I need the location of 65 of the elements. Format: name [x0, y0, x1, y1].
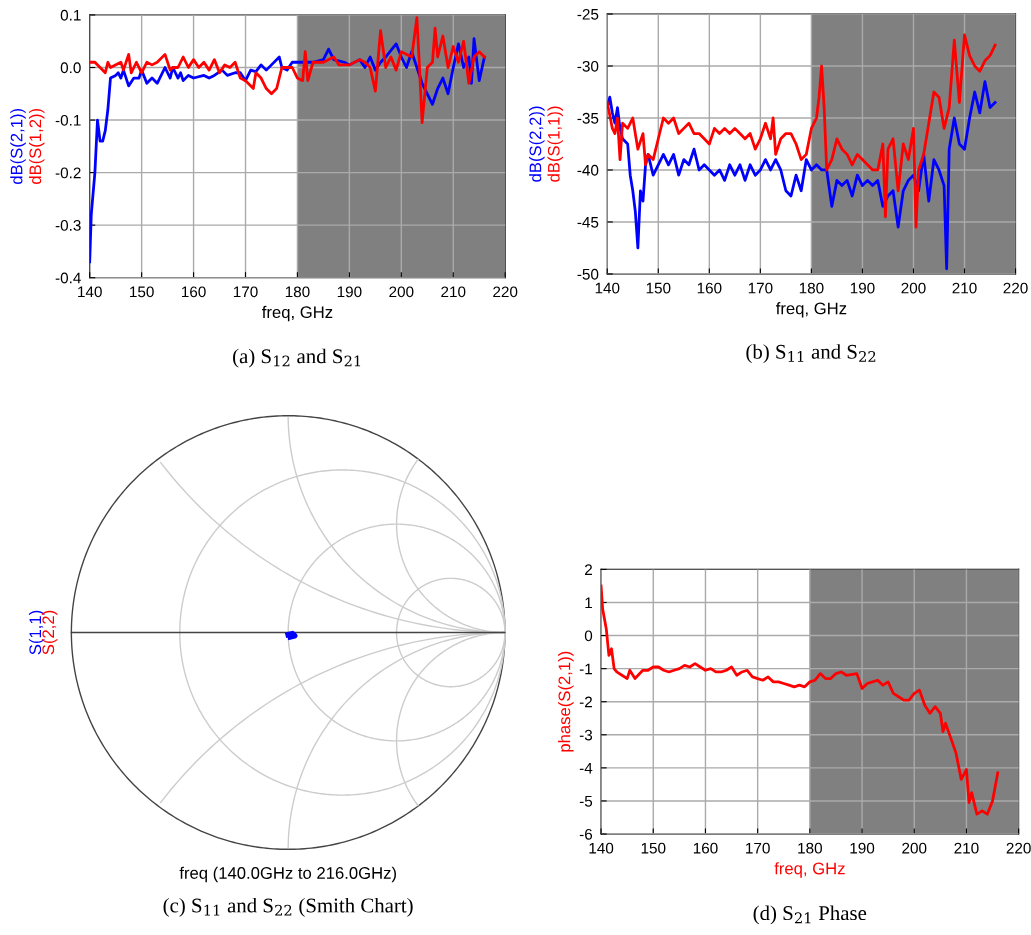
x-tick-label: 200: [901, 282, 926, 294]
y-tick-label: 0: [584, 630, 593, 642]
y-tick-label: -40: [577, 164, 599, 176]
x-axis-title: freq, GHz: [774, 862, 845, 878]
x-tick-label: 190: [850, 282, 875, 294]
x-tick-label: 170: [746, 842, 770, 854]
y-tick-label: -5: [579, 795, 593, 807]
x-tick-label: 180: [285, 286, 310, 298]
x-tick-label: 170: [233, 286, 258, 298]
x-axis-title: freq, GHz: [775, 302, 847, 318]
y-tick-label: -0.1: [55, 114, 81, 126]
text: (c) S$_{11}$ and S$_{22}$ (Smith Chart): [163, 897, 413, 917]
text: (d) S$_{21}$ Phase: [753, 905, 867, 925]
x-tick-label: 220: [1006, 842, 1031, 854]
y-tick-label: 1: [585, 597, 592, 609]
x-tick-label: 140: [595, 282, 620, 294]
x-tick-label: 160: [181, 286, 206, 298]
line-series: [89, 16, 486, 125]
y-tick-label: -3: [579, 729, 593, 741]
x-tick-label: 140: [78, 286, 102, 298]
y-tick-label: -2: [579, 696, 592, 708]
x-tick-label: 180: [799, 282, 824, 294]
text: (b) S$_{11}$ and S$_{22}$: [746, 344, 876, 364]
x-tick-label: 210: [441, 286, 466, 298]
y-tick-label: 0.1: [60, 9, 81, 21]
x-tick-label: 190: [850, 842, 875, 854]
y-tick-label: -4: [579, 762, 593, 774]
y-tick-label: -6: [579, 828, 593, 840]
y-tick-label: -30: [577, 60, 599, 72]
y-tick-label: -0.3: [55, 220, 81, 231]
x-tick-label: 150: [646, 282, 671, 294]
x-tick-label: 150: [641, 842, 666, 854]
x-tick-label: 200: [902, 842, 927, 854]
x-axis-title: freq, GHz: [262, 305, 333, 322]
x-tick-label: 140: [589, 842, 614, 854]
y-tick-label: -25: [577, 8, 599, 20]
text: dB(S(1,2)): [28, 108, 45, 185]
y-tick-label: 0.0: [60, 62, 81, 74]
x-tick-label: 210: [952, 282, 977, 294]
x-tick-label: 200: [389, 286, 414, 298]
y-tick-label: -50: [577, 268, 599, 280]
text: dB(S(2,2)): [529, 106, 545, 182]
y-tick-label: -1: [579, 663, 592, 675]
text: freq (140.0GHz to 216.0GHz): [179, 866, 396, 883]
x-tick-label: 150: [130, 286, 154, 298]
x-tick-label: 190: [337, 286, 362, 298]
x-tick-label: 220: [493, 286, 518, 298]
x-tick-label: 180: [798, 842, 822, 854]
line-series: [601, 584, 1000, 816]
y-tick-label: -45: [577, 216, 599, 228]
x-tick-label: 160: [693, 842, 718, 854]
x-tick-label: 210: [954, 842, 979, 854]
x-tick-label: 170: [748, 282, 773, 294]
line-series: [607, 33, 997, 229]
y-tick-label: -0.4: [55, 272, 81, 284]
text: (a) S$_{12}$ and S$_{21}$: [233, 348, 361, 368]
y-tick-label: 2: [585, 564, 592, 575]
y-axis-title: phase(S(2,1)): [558, 651, 574, 752]
y-tick-label: -0.2: [55, 167, 81, 179]
line-series: [607, 80, 997, 271]
x-tick-label: 160: [697, 282, 722, 294]
x-tick-label: 220: [1003, 282, 1028, 294]
y-tick-label: -35: [577, 112, 599, 124]
text: dB(S(1,1)): [547, 106, 563, 182]
text: dB(S(2,1)): [10, 108, 26, 185]
